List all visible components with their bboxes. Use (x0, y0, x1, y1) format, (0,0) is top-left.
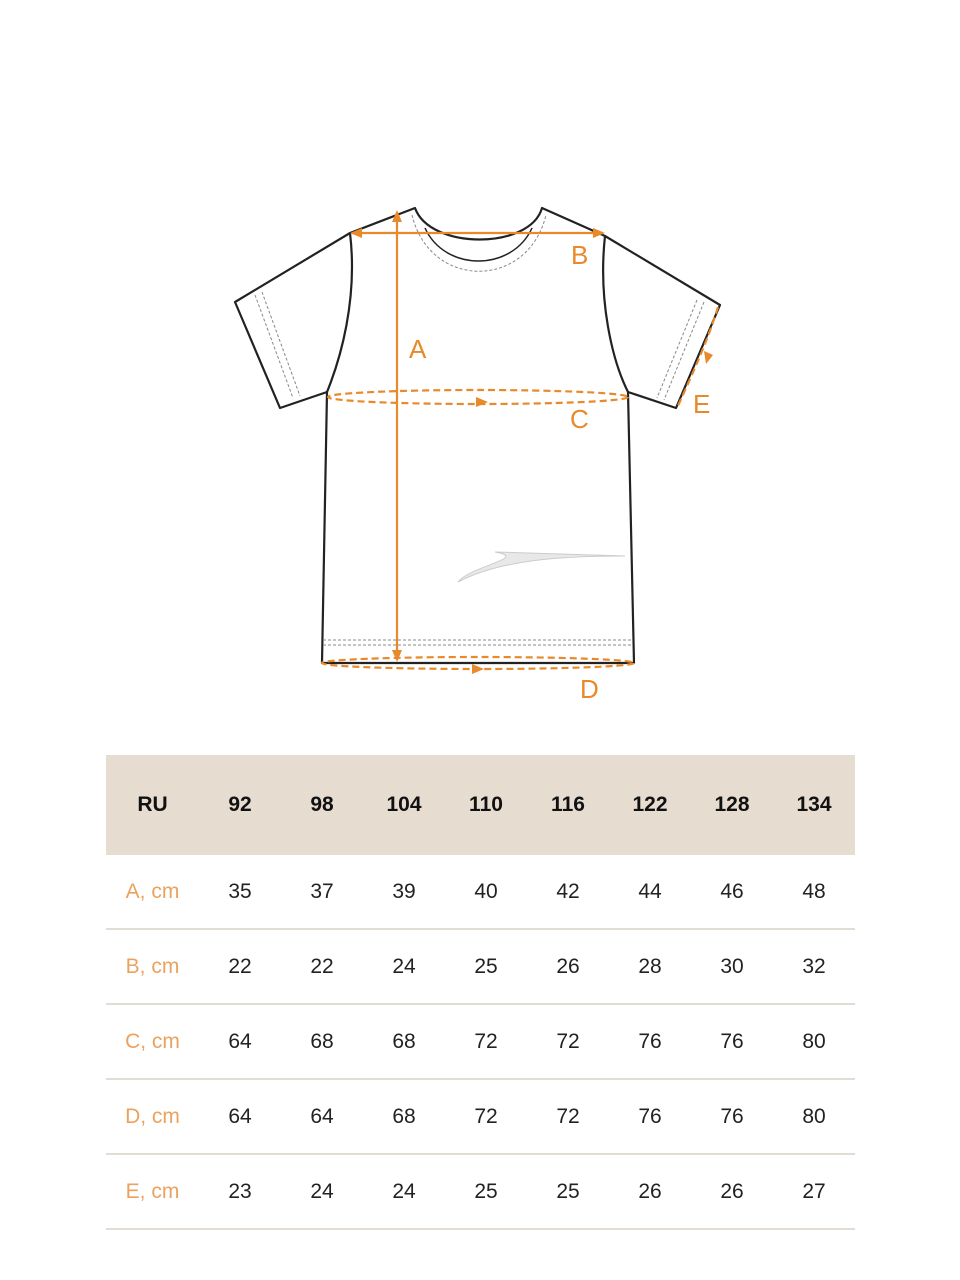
row-label: A, cm (106, 855, 199, 930)
size-header: 92 (199, 755, 281, 855)
table-cell: 26 (691, 1154, 773, 1230)
table-cell: 25 (445, 1154, 527, 1230)
row-label: B, cm (106, 929, 199, 1005)
table-cell: 26 (527, 929, 609, 1005)
left-armhole (325, 232, 354, 393)
stitching (254, 291, 705, 646)
collar-inner (424, 227, 533, 262)
table-cell: 22 (199, 929, 281, 1005)
right-armhole (602, 235, 629, 393)
table-cell: 80 (773, 1079, 855, 1155)
tshirt-outline (233, 206, 722, 665)
table-cell: 68 (363, 1004, 445, 1080)
table-cell: 72 (445, 1004, 527, 1080)
table-cell: 64 (199, 1079, 281, 1155)
table-row: D, cm 64 64 68 72 72 76 76 80 (106, 1079, 855, 1155)
collar-stitching (411, 214, 547, 272)
table-cell: 68 (363, 1079, 445, 1155)
table-cell: 30 (691, 929, 773, 1005)
table-cell: 27 (773, 1154, 855, 1230)
label-b: B (571, 240, 588, 270)
table-cell: 72 (527, 1004, 609, 1080)
table-cell: 25 (445, 929, 527, 1005)
size-header: 134 (773, 755, 855, 855)
table-row: A, cm 35 37 39 40 42 44 46 48 (106, 855, 855, 930)
label-a: A (409, 334, 427, 364)
measure-e-line (675, 306, 720, 409)
table-cell: 42 (527, 855, 609, 930)
table-cell: 39 (363, 855, 445, 930)
table-cell: 76 (691, 1079, 773, 1155)
table-cell: 24 (363, 929, 445, 1005)
size-header: 128 (691, 755, 773, 855)
fabric-fold-shading (457, 551, 626, 583)
table-row: B, cm 22 22 24 25 26 28 30 32 (106, 929, 855, 1005)
size-header: 122 (609, 755, 691, 855)
table-cell: 44 (609, 855, 691, 930)
table-row: E, cm 23 24 24 25 25 26 26 27 (106, 1154, 855, 1230)
row-label: C, cm (106, 1004, 199, 1080)
table-cell: 25 (527, 1154, 609, 1230)
table-cell: 23 (199, 1154, 281, 1230)
table-cell: 24 (363, 1154, 445, 1230)
measure-c-arrowhead (476, 397, 488, 407)
measure-c-line (326, 388, 630, 406)
label-e: E (693, 389, 710, 419)
size-header: 104 (363, 755, 445, 855)
table-cell: 76 (609, 1079, 691, 1155)
table-cell: 80 (773, 1004, 855, 1080)
label-d: D (580, 674, 599, 704)
table-cell: 68 (281, 1004, 363, 1080)
table-cell: 72 (527, 1079, 609, 1155)
table-cell: 76 (609, 1004, 691, 1080)
table-cell: 76 (691, 1004, 773, 1080)
size-system-header: RU (106, 755, 199, 855)
size-header: 98 (281, 755, 363, 855)
row-label: E, cm (106, 1154, 199, 1230)
measure-e-arrowhead (704, 351, 713, 364)
measure-d-arrowhead (472, 664, 484, 674)
tshirt-diagram: A B C D E (233, 206, 722, 704)
table-cell: 35 (199, 855, 281, 930)
table-cell: 37 (281, 855, 363, 930)
row-label: D, cm (106, 1079, 199, 1155)
table-cell: 32 (773, 929, 855, 1005)
size-table: RU 92 98 104 110 116 122 128 134 A, cm 35 37 39 40 42… (106, 755, 855, 1230)
table-cell: 24 (281, 1154, 363, 1230)
table-cell: 64 (199, 1004, 281, 1080)
table-cell: 28 (609, 929, 691, 1005)
table-cell: 26 (609, 1154, 691, 1230)
size-header: 110 (445, 755, 527, 855)
table-cell: 22 (281, 929, 363, 1005)
table-cell: 64 (281, 1079, 363, 1155)
header-row: RU 92 98 104 110 116 122 128 134 (106, 755, 855, 855)
table-cell: 46 (691, 855, 773, 930)
table-cell: 40 (445, 855, 527, 930)
table-cell: 48 (773, 855, 855, 930)
size-header: 116 (527, 755, 609, 855)
label-c: C (570, 404, 589, 434)
table-row: C, cm 64 68 68 72 72 76 76 80 (106, 1004, 855, 1080)
table-cell: 72 (445, 1079, 527, 1155)
table-body: A, cm 35 37 39 40 42 44 46 48 B, cm 22 22 24 25 26 28 30… (106, 855, 855, 1230)
